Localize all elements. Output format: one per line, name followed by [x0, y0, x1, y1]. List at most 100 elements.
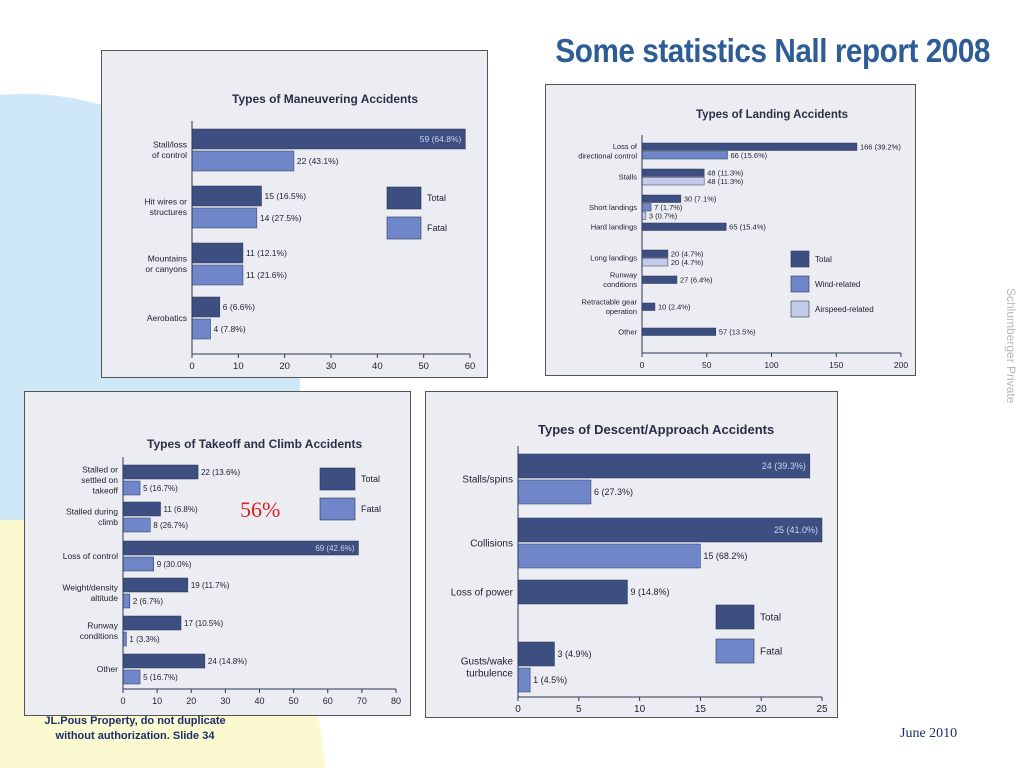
data-label: 24 (39.3%): [762, 461, 806, 471]
data-label: 5 (16.7%): [143, 484, 178, 493]
legend-label: Total: [361, 474, 380, 484]
data-label: 66 (15.6%): [730, 151, 767, 160]
category-label: Stall/loss of control: [152, 140, 187, 161]
category-label: Weight/density altitude: [62, 583, 118, 604]
legend-label: Total: [427, 193, 446, 203]
data-label: 6 (6.6%): [223, 302, 255, 312]
bar-total: [122, 501, 161, 517]
data-label: 11 (12.1%): [246, 248, 287, 258]
x-tick-label: 60: [465, 361, 476, 372]
chart-title: Types of Landing Accidents: [696, 109, 848, 121]
category-label: Runway conditions: [603, 271, 637, 290]
bar-total: [191, 296, 221, 318]
data-label: 15 (16.5%): [265, 191, 307, 201]
data-label: 14 (27.5%): [260, 213, 302, 223]
x-tick-label: 60: [323, 696, 333, 706]
data-label: 5 (16.7%): [143, 673, 178, 682]
bar-fatal: [122, 631, 127, 647]
descent-chart-panel: Types of Descent/Approach Accidents 24 (3…: [425, 391, 838, 718]
x-tick-label: 10: [634, 704, 646, 715]
footer-copyright: JL.Pous Property, do not duplicate witho…: [30, 714, 240, 744]
data-label: 166 (39.2%): [860, 142, 901, 151]
chart-title: Types of Maneuvering Accidents: [232, 92, 418, 106]
x-tick-label: 0: [120, 696, 125, 706]
bar-wind-related: [641, 203, 652, 212]
bar-total: [517, 641, 555, 667]
data-label: 17 (10.5%): [184, 619, 223, 628]
x-tick-label: 25: [816, 704, 828, 715]
footer-line-2: without authorization. Slide 34: [55, 730, 215, 742]
x-tick-label: 5: [576, 704, 582, 715]
data-label: 57 (13.5%): [719, 327, 756, 336]
legend-label: Total: [815, 255, 832, 264]
data-label: 15 (68.2%): [703, 551, 747, 561]
data-label: 24 (14.8%): [208, 657, 247, 666]
category-label: Stalled or settled on takeoff: [81, 464, 119, 495]
takeoff-chart-panel: Types of Takeoff and Climb Accidents 22 (…: [24, 391, 411, 716]
data-label: 25 (41.0%): [774, 525, 818, 535]
bar-total: [122, 615, 182, 631]
x-tick-label: 15: [695, 704, 707, 715]
data-label: 20 (4.7%): [671, 258, 704, 267]
category-label: Other: [618, 327, 637, 336]
bar-airspeed-related: [641, 211, 647, 220]
slide-title: Some statistics Nall report 2008: [555, 32, 990, 69]
data-label: 59 (64.8%): [420, 134, 462, 144]
bar-fatal: [191, 264, 244, 286]
x-tick-label: 150: [829, 360, 843, 370]
legend-label: Airspeed-related: [815, 305, 874, 314]
bar-total: [122, 653, 206, 669]
x-tick-label: 20: [186, 696, 196, 706]
x-tick-label: 80: [391, 696, 401, 706]
bar-airspeed-related: [641, 258, 669, 267]
data-label: 65 (15.4%): [729, 222, 766, 231]
category-label: Loss of directional control: [578, 142, 638, 161]
bar-total: [122, 464, 199, 480]
legend-swatch: [790, 275, 810, 293]
bar-fatal: [191, 318, 211, 340]
chart-title: Types of Descent/Approach Accidents: [538, 422, 774, 437]
category-label: Short landings: [589, 203, 637, 212]
x-tick-label: 0: [515, 704, 521, 715]
legend-label: Fatal: [760, 647, 782, 658]
bar-fatal: [122, 517, 151, 533]
bar-total: [517, 579, 628, 605]
data-label: 6 (27.3%): [594, 487, 633, 497]
data-label: 1 (4.5%): [533, 675, 567, 685]
data-label: 22 (43.1%): [297, 156, 339, 166]
data-label: 19 (11.7%): [191, 581, 230, 590]
bar-fatal: [122, 556, 154, 572]
data-label: 1 (3.3%): [129, 635, 160, 644]
x-tick-label: 200: [894, 360, 908, 370]
bar-fatal: [191, 207, 258, 229]
bar-total: [641, 142, 858, 151]
data-label: 4 (7.8%): [214, 324, 246, 334]
bar-fatal: [191, 150, 295, 172]
legend-swatch: [715, 604, 755, 630]
bar-total: [517, 453, 811, 479]
legend-swatch: [386, 186, 422, 210]
category-label: Collisions: [470, 539, 513, 550]
data-label: 2 (6.7%): [133, 597, 164, 606]
legend-label: Total: [760, 613, 781, 624]
descent-chart: Types of Descent/Approach Accidents 24 (3…: [451, 422, 828, 715]
category-label: Aerobatics: [147, 313, 187, 323]
data-label: 22 (13.6%): [201, 468, 240, 477]
category-label: Gusts/wake turbulence: [461, 657, 514, 680]
data-label: 27 (6.4%): [680, 275, 713, 284]
landing-chart: Types of Landing Accidents 166 (39.2%) 66 …: [578, 109, 908, 370]
bar-fatal: [122, 480, 141, 496]
data-label: 69 (42.6%): [315, 544, 354, 553]
category-label: Runway conditions: [80, 621, 119, 642]
x-tick-label: 0: [640, 360, 645, 370]
legend-label: Fatal: [361, 504, 381, 514]
x-tick-label: 50: [289, 696, 299, 706]
bar-total: [641, 194, 682, 203]
x-tick-label: 10: [152, 696, 162, 706]
legend-swatch: [386, 216, 422, 240]
category-label: Loss of power: [451, 588, 514, 599]
category-label: Hit wires or structures: [144, 197, 187, 218]
x-tick-label: 30: [326, 361, 337, 372]
x-tick-label: 50: [702, 360, 712, 370]
category-label: Hard landings: [591, 222, 638, 231]
